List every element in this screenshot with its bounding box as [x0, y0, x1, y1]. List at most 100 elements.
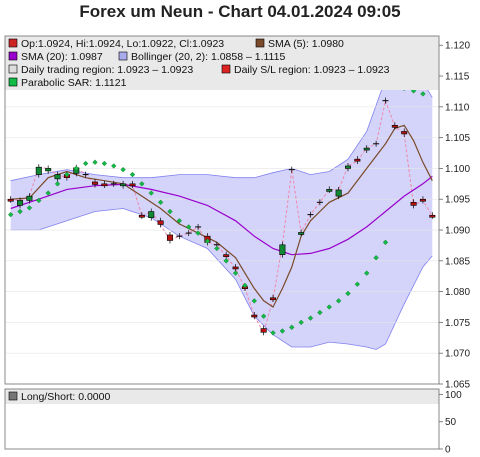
candle-body: [129, 183, 136, 187]
sar-point: [279, 328, 286, 334]
y-tick-label: 1.095: [445, 195, 470, 206]
candle-body: [363, 147, 370, 151]
sar-point: [289, 324, 295, 331]
sub-plot-frame: [4, 388, 440, 450]
candle-body: [120, 183, 127, 187]
y-tick-label: 1.085: [445, 256, 470, 267]
candle-body: [401, 131, 408, 135]
sub-y-axis: 100 50 0: [439, 390, 462, 456]
sar-point: [176, 218, 183, 224]
candle-body: [429, 214, 436, 218]
daily-sl-path: [10, 98, 433, 334]
candle-body: [157, 220, 164, 225]
sar-point: [373, 255, 379, 261]
sar-point: [345, 290, 351, 297]
sar-point: [129, 171, 136, 178]
candle-body: [166, 234, 173, 241]
sar-point: [260, 313, 267, 319]
candle-body: [26, 195, 33, 201]
sar-point: [120, 166, 126, 173]
legend-swatch-ohlc: [8, 38, 18, 48]
candle-body: [101, 183, 108, 187]
sar-point: [204, 238, 211, 244]
y-tick-label: 1.080: [445, 287, 470, 298]
legend-swatch-daily-region: [8, 64, 18, 74]
sar-point: [148, 190, 154, 196]
sar-point: [73, 165, 79, 172]
sar-point: [36, 197, 42, 204]
candle-body: [391, 125, 398, 128]
candle-body: [54, 174, 61, 180]
sar-point: [64, 171, 70, 178]
sar-point: [326, 304, 332, 310]
candle-body: [326, 189, 333, 192]
sar-point: [54, 181, 61, 187]
sar-point: [195, 230, 201, 236]
legend-sma5: SMA (5): 1.0980: [268, 38, 344, 50]
sar-point: [382, 239, 389, 246]
sub-y-tick-label: 50: [445, 417, 457, 428]
main-plot-frame: [4, 35, 440, 385]
candle-body: [45, 168, 52, 172]
sar-point: [420, 91, 426, 97]
sar-point: [298, 319, 304, 326]
legend-sma20: SMA (20): 1.0987: [21, 51, 103, 63]
legend-daily-region: Daily trading region: 1.0923 – 1.0923: [21, 64, 193, 76]
sar-point: [242, 282, 248, 289]
candle-body: [35, 166, 42, 175]
sub-legend-long-short: Long/Short: 0.0000: [21, 391, 110, 403]
sar-point: [167, 208, 173, 215]
candle-body: [232, 266, 239, 270]
candle-body: [7, 198, 14, 202]
candle-body: [260, 328, 267, 333]
sma20-line: [10, 175, 433, 256]
y-tick-label: 1.090: [445, 226, 470, 237]
sar-point: [111, 163, 117, 169]
y-tick-label: 1.075: [445, 318, 470, 329]
sub-y-tick-label: 100: [445, 390, 462, 401]
sar-point: [45, 190, 51, 196]
candle-body: [251, 314, 258, 318]
candle-body: [270, 297, 277, 301]
sar-point: [17, 208, 23, 215]
y-tick-label: 1.065: [445, 380, 470, 391]
y-axis: 1.120 1.115 1.110 1.105 1.100 1.095 1.090 1.085…: [439, 41, 470, 391]
sar-point: [364, 270, 370, 276]
candle-body: [92, 181, 99, 185]
legend-swatch-sma20: [8, 51, 18, 61]
candle-body: [17, 200, 24, 206]
candle-body: [410, 202, 417, 206]
sub-y-tick-label: 0: [445, 445, 451, 456]
y-tick-label: 1.100: [445, 164, 470, 175]
sar-point: [223, 258, 229, 264]
legend-swatch-daily-sl: [221, 64, 231, 74]
sar-point: [8, 211, 14, 218]
sar-point: [92, 159, 98, 165]
legend-swatch-sma5: [255, 38, 265, 48]
sar-point: [335, 298, 342, 304]
legend-sar: Parabolic SAR: 1.1121: [21, 77, 127, 89]
candle-body: [335, 189, 342, 197]
candle-body: [419, 198, 426, 202]
candle-body: [223, 254, 230, 257]
legend-bollinger: Bollinger (20, 2): 1.0858 – 1.1115: [131, 51, 285, 63]
y-tick-label: 1.070: [445, 349, 470, 360]
y-tick-label: 1.120: [445, 41, 470, 52]
chart-title: Forex um Neun - Chart 04.01.2024 09:05: [79, 2, 401, 21]
sar-point: [214, 245, 220, 252]
sub-legend-swatch: [8, 391, 18, 401]
sar-point: [139, 181, 145, 187]
candle-body: [298, 232, 305, 235]
y-tick-label: 1.110: [445, 102, 470, 113]
parabolic-sar: [8, 85, 426, 336]
sar-point: [232, 270, 239, 276]
legend-ohlc: Op:1.0924, Hi:1.0924, Lo:1.0922, Cl:1.09…: [21, 38, 224, 50]
candle-body: [279, 244, 286, 255]
candle-body: [148, 211, 155, 218]
sar-point: [307, 315, 314, 321]
legend-swatch-bollinger: [118, 51, 128, 61]
candle-body: [354, 158, 361, 162]
legend-swatch-sar: [8, 77, 18, 87]
legend-background: [5, 36, 439, 90]
legend-daily-sl: Daily S/L region: 1.0923 – 1.0923: [234, 64, 390, 76]
